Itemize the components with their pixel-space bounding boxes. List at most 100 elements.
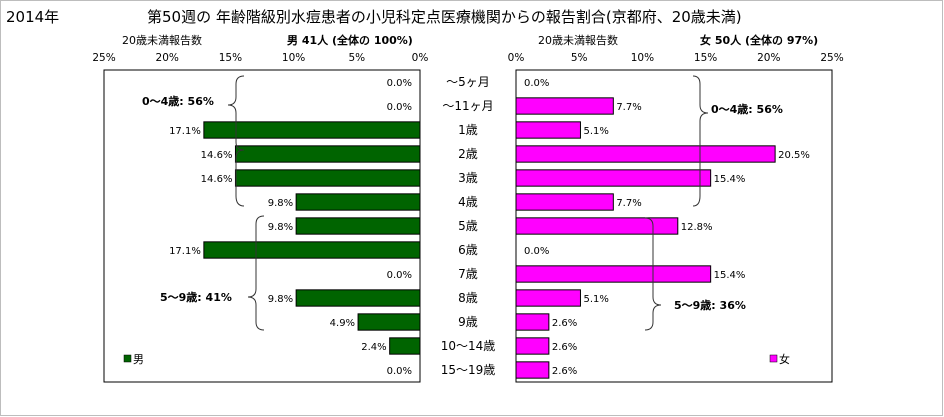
male-x-tick-label: 10% (282, 52, 305, 64)
age-category-label: 6歳 (458, 243, 478, 257)
female-x-tick-label: 5% (571, 52, 588, 64)
female-data-label: 2.6% (552, 318, 577, 329)
male-data-label: 17.1% (169, 246, 201, 257)
male-x-tick-label: 0% (412, 52, 429, 64)
age-category-label: 4歳 (458, 195, 478, 209)
male-data-label: 0.0% (387, 78, 412, 89)
female-data-labels: 0.0% 7.7% 5.1% 20.5% 15.4% 7.7% 12.8% 0.0% 15.4%… (524, 78, 810, 377)
female-bar (515, 361, 550, 379)
female-bar (515, 193, 614, 211)
age-category-label: 15〜19歳 (441, 363, 496, 377)
female-data-label: 0.0% (524, 246, 549, 257)
male-legend-swatch (123, 354, 132, 363)
male-bracket-0-4-lower (235, 149, 245, 207)
female-x-tick-label: 20% (757, 52, 780, 64)
female-x-tick-label: 10% (631, 52, 654, 64)
male-bracket-label-5-9: 5〜9歳: 41% (160, 290, 232, 304)
female-bracket-0-4 (692, 75, 709, 207)
age-category-label: 1歳 (458, 123, 478, 137)
female-data-label: 20.5% (778, 150, 810, 161)
female-data-label: 0.0% (524, 78, 549, 89)
female-x-ticks: 0% 5% 10% 15% 20% 25% (508, 52, 844, 64)
female-bar (515, 145, 776, 163)
age-category-label: 9歳 (458, 315, 478, 329)
male-legend-label: 男 (133, 353, 144, 366)
age-category-label: 〜11ヶ月 (442, 99, 493, 113)
female-x-tick-label: 15% (694, 52, 717, 64)
female-x-tick-label: 25% (820, 52, 843, 64)
male-data-label: 0.0% (387, 366, 412, 377)
male-bar (234, 145, 421, 163)
male-data-label: 17.1% (169, 126, 201, 137)
female-bar (515, 121, 581, 139)
female-data-label: 12.8% (681, 222, 713, 233)
female-bar (515, 97, 614, 115)
female-bracket-label-0-4: 0〜4歳: 56% (711, 102, 783, 116)
female-bracket-5-9 (644, 217, 662, 331)
male-bar (295, 193, 421, 211)
female-bar (515, 265, 712, 283)
age-category-label: 7歳 (458, 267, 478, 281)
female-summary: 女 50人 (全体の 97%) (700, 33, 818, 47)
male-data-label: 9.8% (268, 198, 293, 209)
male-bar (203, 121, 421, 139)
male-data-labels: 0.0% 0.0% 17.1% 14.6% 14.6% 9.8% 9.8% 17.1% 0.0%… (169, 78, 412, 377)
male-data-label: 4.9% (330, 318, 355, 329)
male-x-tick-label: 20% (156, 52, 179, 64)
female-data-label: 15.4% (714, 174, 746, 185)
female-x-tick-label: 0% (508, 52, 525, 64)
male-bars (203, 121, 421, 355)
male-data-label: 14.6% (201, 150, 233, 161)
female-bars (515, 97, 776, 379)
male-bar (295, 217, 421, 235)
male-bar (357, 313, 421, 331)
male-bar (295, 289, 421, 307)
male-data-label: 14.6% (201, 174, 233, 185)
male-bracket-0-4-upper (227, 75, 245, 151)
male-bar (389, 337, 421, 355)
male-x-tick-label: 15% (219, 52, 242, 64)
female-bracket-label-5-9: 5〜9歳: 36% (674, 298, 746, 312)
female-data-label: 2.6% (552, 366, 577, 377)
male-data-label: 9.8% (268, 222, 293, 233)
year-label: 2014年 (6, 8, 59, 26)
female-bar (515, 169, 712, 187)
male-data-label: 0.0% (387, 270, 412, 281)
female-legend-swatch (769, 354, 778, 363)
age-category-label: 5歳 (458, 219, 478, 233)
female-data-label: 5.1% (583, 126, 608, 137)
age-category-label: 〜5ヶ月 (446, 75, 490, 89)
female-legend-label: 女 (779, 352, 790, 366)
age-category-labels: 〜5ヶ月〜11ヶ月 1歳 2歳 3歳 4歳 5歳 6歳 7歳 8歳 9歳 10〜14歳 15〜19歳 (441, 75, 496, 377)
male-bracket-label-0-4: 0〜4歳: 56% (142, 94, 214, 108)
female-bar (515, 289, 581, 307)
female-axis-caption: 20歳未満報告数 (538, 34, 618, 47)
age-category-label: 2歳 (458, 147, 478, 161)
female-bar (515, 337, 550, 355)
chart-title: 第50週の 年齢階級別水痘患者の小児科定点医療機関からの報告割合(京都府、20歳… (147, 8, 742, 26)
male-bar (203, 241, 421, 259)
male-axis-caption: 20歳未満報告数 (122, 34, 202, 47)
male-x-tick-label: 25% (92, 52, 115, 64)
male-bracket-5-9 (247, 215, 265, 331)
male-x-ticks: 0% 5% 10% 15% 20% 25% (92, 52, 428, 64)
female-data-label: 15.4% (714, 270, 746, 281)
female-bar (515, 217, 679, 235)
age-category-label: 3歳 (458, 171, 478, 185)
male-data-label: 2.4% (361, 342, 386, 353)
female-data-label: 7.7% (616, 102, 641, 113)
female-bar (515, 313, 550, 331)
age-category-label: 10〜14歳 (441, 339, 496, 353)
male-summary: 男 41人 (全体の 100%) (287, 33, 413, 47)
age-category-label: 8歳 (458, 291, 478, 305)
male-data-label: 9.8% (268, 294, 293, 305)
male-data-label: 0.0% (387, 102, 412, 113)
female-data-label: 7.7% (616, 198, 641, 209)
male-bar (234, 169, 421, 187)
female-data-label: 2.6% (552, 342, 577, 353)
male-x-tick-label: 5% (348, 52, 365, 64)
female-data-label: 5.1% (583, 294, 608, 305)
